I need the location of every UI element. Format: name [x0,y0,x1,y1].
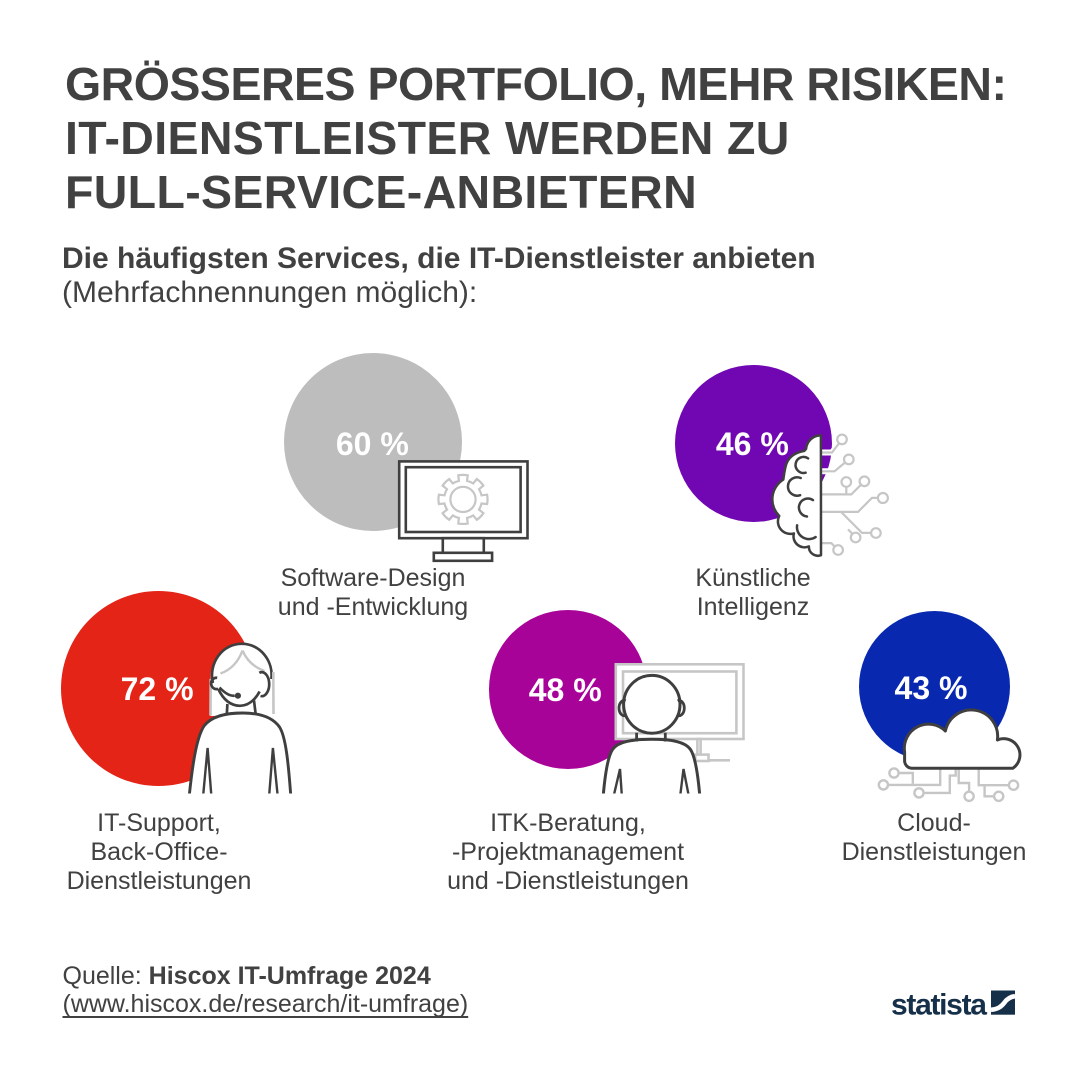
svg-text:statista: statista [891,989,987,1022]
